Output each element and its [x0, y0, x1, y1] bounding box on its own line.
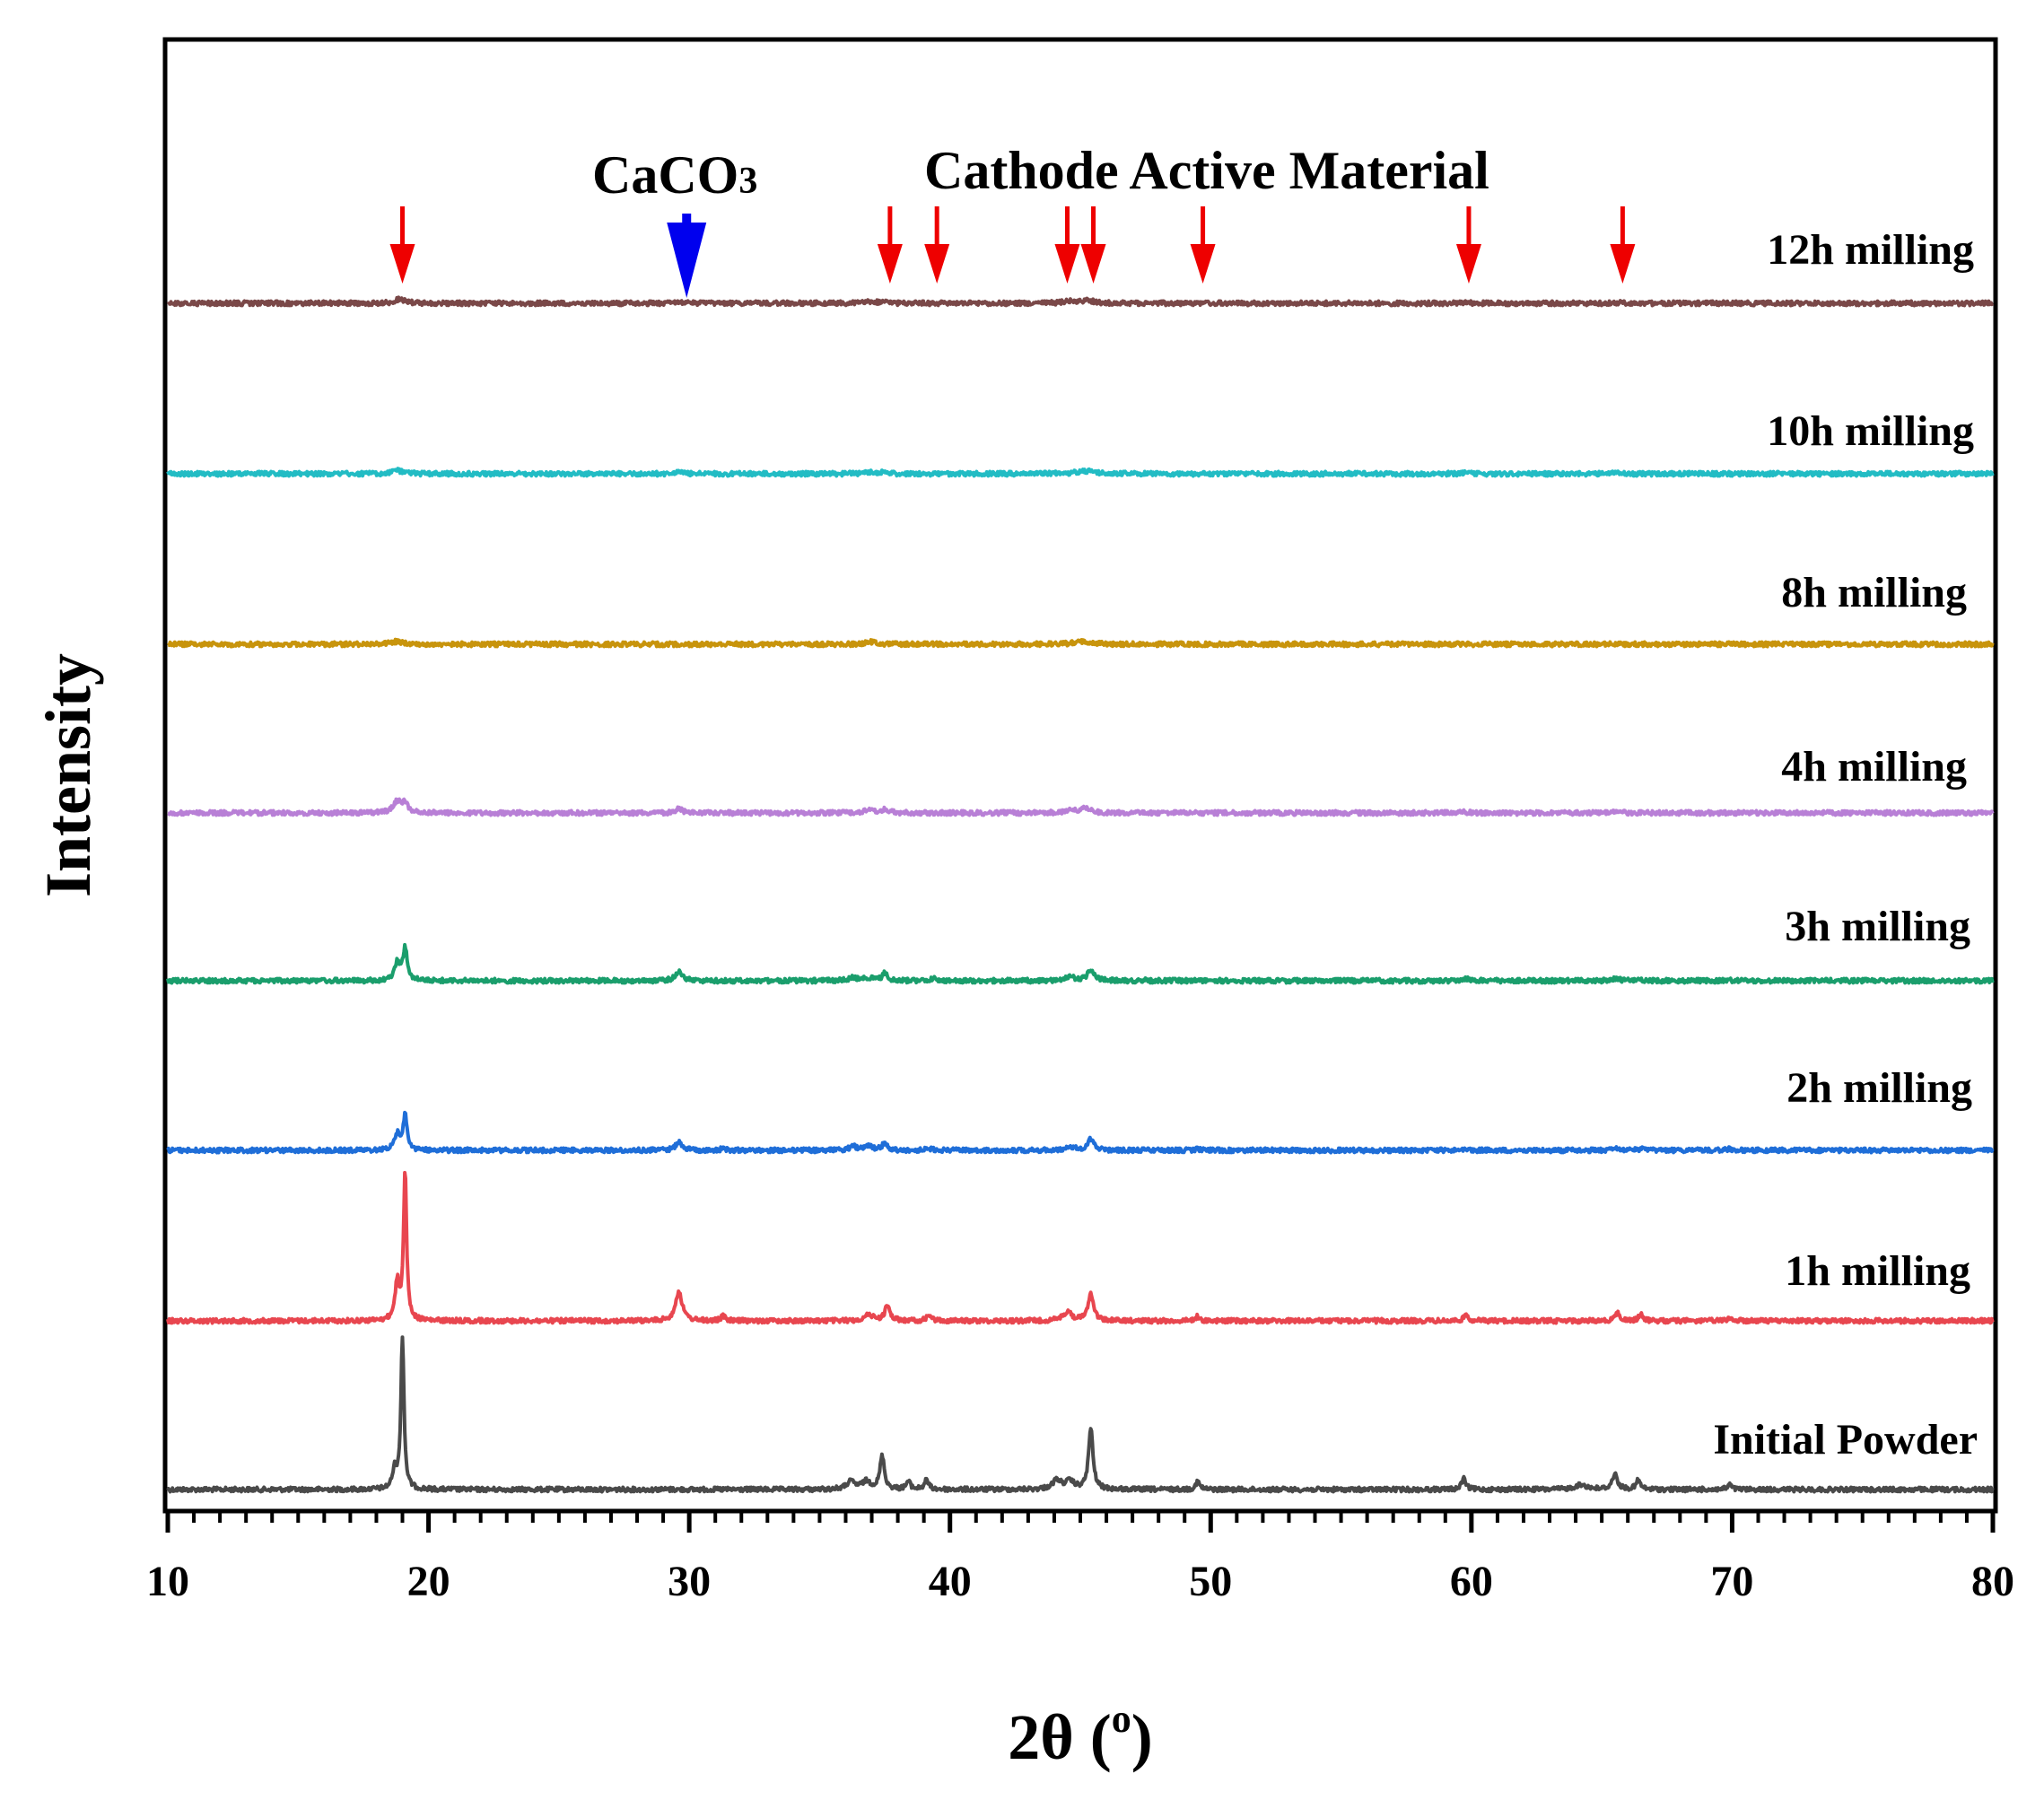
- series-label-4: 4h milling: [1781, 743, 1967, 791]
- caco3-arrow: [667, 214, 707, 298]
- plot-frame: [162, 37, 1998, 1514]
- cathode-label: Cathode Active Material: [924, 141, 1489, 200]
- series-label-1: 1h milling: [1785, 1247, 1970, 1295]
- series-line-4: [166, 797, 1995, 817]
- series-labels: Initial Powder 1h milling 2h milling 3h mil…: [1713, 226, 1978, 1464]
- cathode-arrow-4: [1080, 206, 1106, 284]
- x-tick-label: 50: [1189, 1558, 1232, 1605]
- x-axis: 10 20 30 40 50 60 70 80: [146, 1511, 2014, 1605]
- cathode-arrow-3: [1054, 206, 1080, 284]
- cathode-arrow-0: [389, 206, 415, 284]
- series-line-6: [166, 467, 1995, 478]
- x-tick-label: 40: [929, 1558, 972, 1605]
- series-line-7: [166, 295, 1995, 308]
- series-traces: [166, 295, 1995, 1494]
- x-axis-title-main: 2θ (: [1008, 1701, 1112, 1773]
- series-line-1: [166, 1170, 1995, 1325]
- series-label-2: 2h milling: [1786, 1064, 1972, 1112]
- series-line-5: [166, 637, 1995, 649]
- x-tick-label: 30: [668, 1558, 711, 1605]
- cathode-arrow-2: [924, 206, 950, 284]
- y-axis-title: Intensity: [32, 653, 104, 897]
- series-line-3: [166, 942, 1995, 985]
- series-line-0: [166, 1335, 1995, 1494]
- x-tick-label: 70: [1710, 1558, 1753, 1605]
- cathode-arrow-1: [877, 206, 903, 284]
- x-axis-title-close: ): [1131, 1701, 1153, 1773]
- peak-arrows: [389, 206, 1636, 298]
- series-label-0: Initial Powder: [1713, 1416, 1978, 1464]
- caco3-label: CaCO3: [592, 145, 757, 205]
- series-label-5: 8h milling: [1781, 569, 1967, 616]
- x-tick-label: 80: [1971, 1558, 2014, 1605]
- x-tick-label: 60: [1450, 1558, 1493, 1605]
- cathode-arrow-7: [1610, 206, 1636, 284]
- x-axis-title-sup: o: [1112, 1697, 1131, 1741]
- cathode-arrow-5: [1190, 206, 1216, 284]
- x-tick-label: 20: [407, 1558, 450, 1605]
- x-axis-title: 2θ (o): [1008, 1697, 1153, 1773]
- series-label-7: 12h milling: [1767, 226, 1974, 274]
- caco3-subscript: 3: [738, 161, 757, 202]
- series-label-3: 3h milling: [1785, 903, 1970, 950]
- series-line-2: [166, 1110, 1995, 1155]
- x-tick-label: 10: [146, 1558, 189, 1605]
- series-label-6: 10h milling: [1767, 407, 1974, 455]
- cathode-arrow-6: [1455, 206, 1481, 284]
